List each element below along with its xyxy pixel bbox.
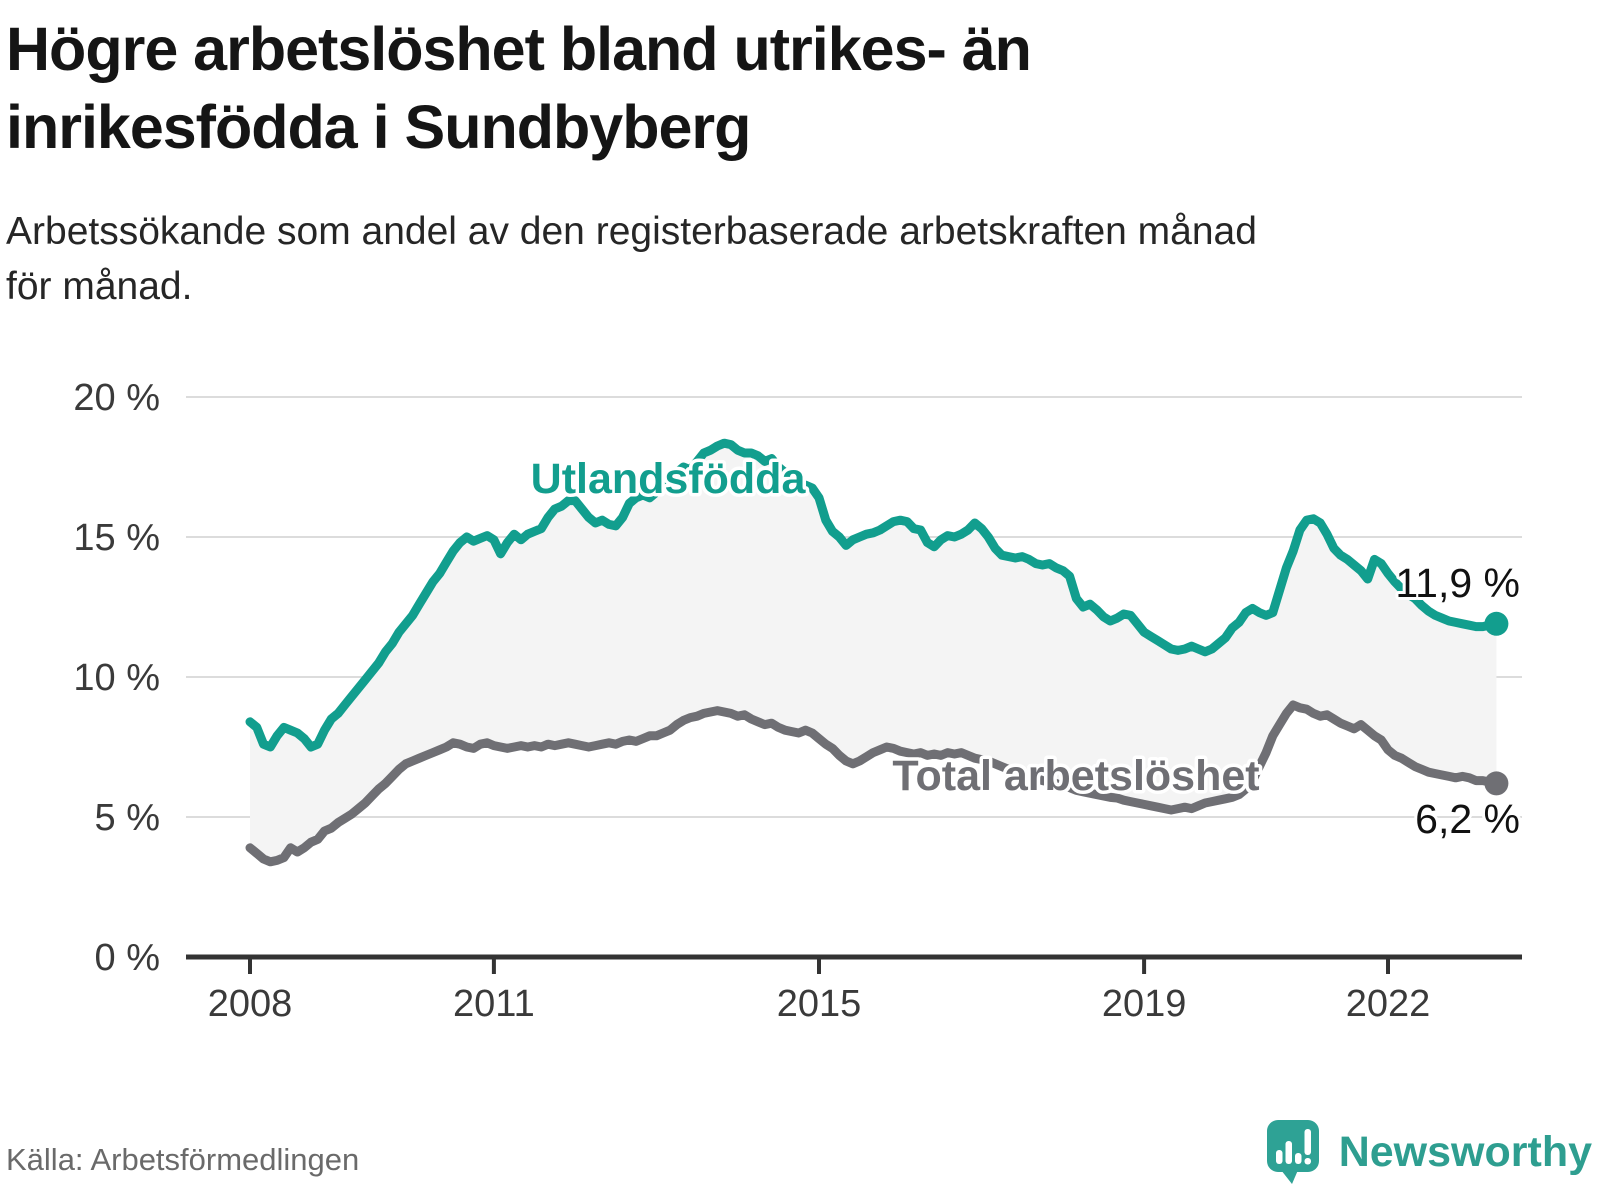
line-total-arbetsloshet (245, 700, 1501, 867)
y-tick-label: 0 % (95, 937, 160, 979)
page-title-line-1: Högre arbetslöshet bland utrikes- än (6, 15, 1032, 83)
x-tick-label: 2008 (208, 983, 293, 1025)
x-tick-label: 2019 (1102, 983, 1187, 1025)
bar-chart-icon (1275, 1129, 1311, 1165)
y-tick-label: 20 % (73, 377, 160, 419)
value-label-utlandsfodda: 11,9 % (1395, 560, 1520, 606)
source-text: Källa: Arbetsförmedlingen (6, 1142, 360, 1177)
x-tick-label: 2011 (453, 983, 535, 1025)
x-ticks: 2008 2011 2015 2019 2022 (208, 957, 1431, 1025)
y-tick-label: 10 % (73, 657, 160, 699)
page-subtitle: Arbetssökande som andel av den registerb… (6, 204, 1566, 314)
logo-bubble-tail (1280, 1170, 1298, 1184)
newsworthy-logo (1266, 1120, 1319, 1184)
line-utlandsfodda (245, 438, 1501, 752)
dot-utlandsfodda (1484, 611, 1509, 636)
y-tick-label: 5 % (95, 797, 160, 839)
page-subtitle-line-2: för månad. (6, 265, 193, 308)
x-tick-label: 2022 (1346, 983, 1431, 1025)
page-subtitle-line-1: Arbetssökande som andel av den registerb… (6, 210, 1257, 253)
area-between-series (250, 443, 1497, 862)
dot-total-arbetsloshet (1484, 771, 1509, 796)
y-tick-label: 15 % (73, 517, 160, 559)
series-label-utlandsfodda: Utlandsfödda (531, 455, 807, 503)
series-label-total-arbetsloshet: Total arbetslöshet (892, 752, 1259, 800)
page-title-line-2: inrikesfödda i Sundbyberg (6, 93, 751, 161)
logo-bubble (1266, 1120, 1319, 1172)
newsworthy-brand: Newsworthy (1265, 1118, 1592, 1186)
x-tick-label: 2015 (777, 983, 862, 1025)
newsworthy-wordmark: Newsworthy (1338, 1127, 1592, 1176)
y-tick-labels: 20 % 15 % 10 % 5 % 0 % (73, 377, 160, 979)
value-label-total-arbetsloshet: 6,2 % (1415, 796, 1520, 842)
page-title: Högre arbetslöshet bland utrikes- än inr… (6, 10, 1486, 166)
